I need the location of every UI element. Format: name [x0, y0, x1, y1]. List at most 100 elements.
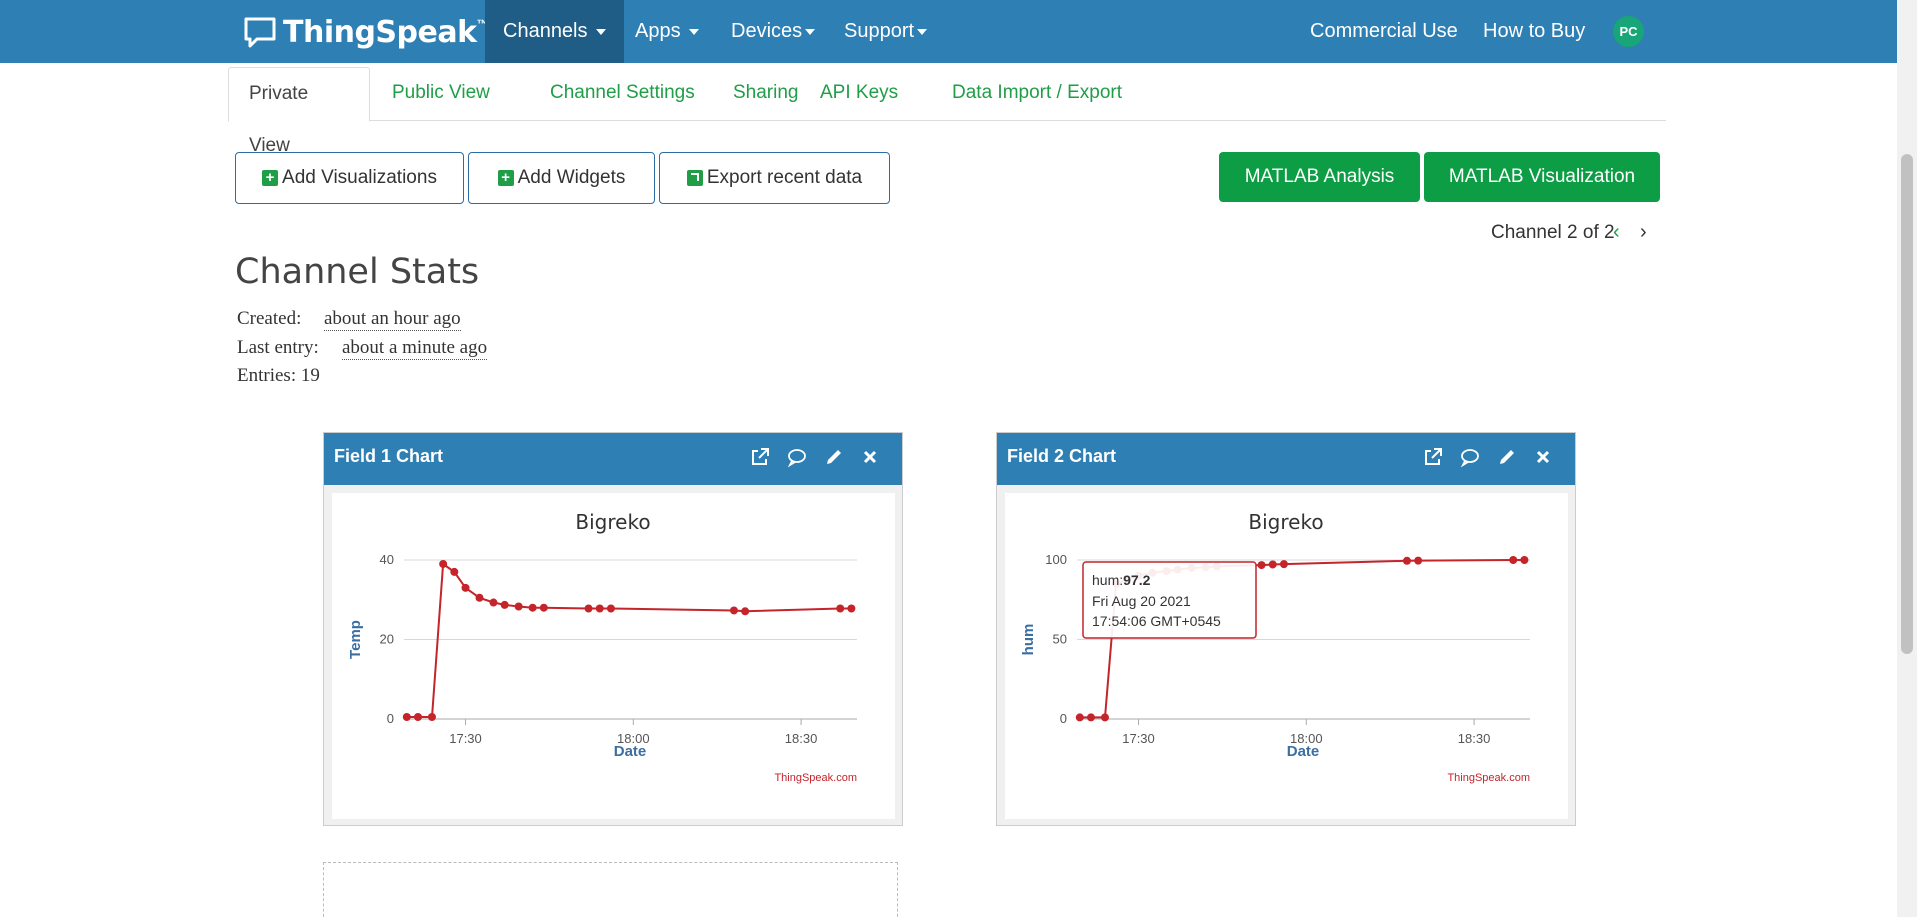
tooltip-series-label: hum:: [1092, 572, 1123, 588]
external-link-icon[interactable]: [1422, 446, 1444, 468]
export-icon: [686, 170, 703, 186]
channel-tabs: Private View Public View Channel Setting…: [228, 63, 1666, 156]
data-point: [1279, 560, 1288, 569]
created-value: about an hour ago: [324, 308, 461, 331]
field-1-chart-widget: Field 1 Chart Bigreko 0 20 40 17:30 18:00 18:3…: [323, 432, 903, 826]
pencil-icon[interactable]: [1496, 446, 1518, 468]
line-chart: Bigreko 0 20 40 17:30 18:00 18:30 Date Temp Thing…: [347, 510, 857, 784]
chart-title: Bigreko: [575, 510, 650, 534]
x-axis-label: Date: [614, 743, 647, 760]
data-point: [500, 600, 509, 609]
widget-title: Field 2 Chart: [1007, 446, 1117, 466]
data-point: [439, 559, 448, 568]
avatar[interactable]: PC: [1613, 16, 1644, 47]
chevron-right-icon[interactable]: ›: [1640, 221, 1647, 243]
data-point: [595, 604, 604, 613]
add-widgets-label: Add Widgets: [517, 167, 626, 188]
data-point: [584, 604, 593, 613]
tab-private-view[interactable]: Private View: [228, 67, 370, 156]
top-navbar: ThingSpeak ™ Channels Apps Devices Suppor…: [0, 0, 1897, 63]
x-tick-label: 18:30: [1458, 731, 1491, 746]
nav-devices-label: Devices: [731, 20, 803, 42]
x-axis-label: Date: [1287, 743, 1320, 760]
data-point: [539, 603, 548, 612]
data-point: [514, 602, 523, 611]
data-point: [1086, 713, 1095, 722]
widget-header: Field 1 Chart: [324, 433, 902, 485]
empty-widget-placeholder: [323, 862, 898, 917]
data-point: [847, 604, 856, 613]
tooltip-box: [1082, 561, 1257, 639]
last-entry-label: Last entry:: [237, 337, 319, 358]
widget-header: Field 2 Chart: [997, 433, 1575, 485]
close-icon[interactable]: [859, 446, 881, 468]
entries-count: Entries: 19: [237, 365, 320, 386]
chevron-down-icon: [689, 28, 700, 35]
x-tick-label: 18:30: [785, 731, 818, 746]
data-point: [729, 606, 738, 615]
data-point: [528, 603, 537, 612]
x-tick-label: 18:00: [617, 731, 650, 746]
tab-data-import-export[interactable]: Data Import / Export: [952, 82, 1123, 103]
x-tick-label: 17:30: [1122, 731, 1155, 746]
data-point: [413, 713, 422, 722]
data-point: [461, 583, 470, 592]
channel-counter: Channel 2 of 2: [1491, 222, 1615, 243]
y-tick-label: 0: [1060, 711, 1067, 726]
pencil-icon[interactable]: [823, 446, 845, 468]
plus-icon: +: [262, 170, 279, 186]
comment-icon[interactable]: [786, 446, 808, 468]
tab-sharing[interactable]: Sharing: [733, 82, 799, 103]
x-tick-label: 18:00: [1290, 731, 1323, 746]
series-line: [406, 562, 852, 718]
scrollbar-thumb[interactable]: [1901, 154, 1913, 654]
external-link-icon[interactable]: [749, 446, 771, 468]
data-point: [450, 567, 459, 576]
data-point: [1520, 556, 1529, 564]
data-point: [402, 713, 411, 722]
export-recent-data-button[interactable]: Export recent data: [659, 152, 890, 204]
nav-devices[interactable]: Devices: [713, 0, 833, 63]
data-point: [606, 604, 615, 613]
matlab-visualization-button[interactable]: MATLAB Visualization: [1424, 152, 1660, 202]
chevron-left-icon[interactable]: ‹: [1613, 221, 1620, 243]
y-tick-label: 40: [380, 552, 394, 567]
data-point: [475, 593, 484, 602]
brand-name: ThingSpeak: [283, 14, 477, 50]
comment-icon[interactable]: [1459, 446, 1481, 468]
chart-credit: ThingSpeak.com: [1447, 772, 1530, 784]
tooltip-value: 97.2: [1123, 572, 1150, 588]
tooltip-time: 17:54:06 GMT+0545: [1092, 613, 1221, 629]
tooltip-series: hum:97.2: [1092, 572, 1151, 588]
chart-container: Bigreko 0 50 100 17:30 18:00 18:30 Date hum Thing…: [1005, 493, 1568, 819]
data-point: [489, 598, 498, 607]
chevron-down-icon: [917, 28, 928, 35]
nav-apps-label: Apps: [635, 20, 681, 42]
nav-support[interactable]: Support: [826, 0, 945, 63]
add-visualizations-button[interactable]: + Add Visualizations: [235, 152, 464, 204]
y-axis-label: hum: [1020, 624, 1037, 656]
page-scrollbar[interactable]: [1897, 0, 1917, 917]
created-label: Created:: [237, 308, 302, 329]
x-tick-label: 17:30: [449, 731, 482, 746]
tab-channel-settings[interactable]: Channel Settings: [550, 82, 695, 103]
add-visualizations-label: Add Visualizations: [282, 167, 437, 188]
nav-how-to-buy[interactable]: How to Buy: [1483, 20, 1586, 42]
page-title: Channel Stats: [235, 252, 480, 292]
nav-commercial-use[interactable]: Commercial Use: [1310, 20, 1458, 42]
close-icon[interactable]: [1532, 446, 1554, 468]
data-point: [1509, 556, 1518, 564]
nav-apps[interactable]: Apps: [617, 0, 717, 63]
data-point: [1268, 560, 1277, 569]
add-widgets-button[interactable]: + Add Widgets: [468, 152, 655, 204]
matlab-analysis-button[interactable]: MATLAB Analysis: [1219, 152, 1420, 202]
tab-api-keys[interactable]: API Keys: [820, 82, 899, 103]
data-point: [427, 713, 436, 722]
nav-channels[interactable]: Channels: [485, 0, 625, 63]
chevron-down-icon: [596, 28, 607, 35]
tab-public-view[interactable]: Public View: [392, 82, 490, 103]
data-point: [741, 607, 750, 616]
brand-logo[interactable]: ThingSpeak ™: [243, 12, 489, 52]
chart-credit: ThingSpeak.com: [774, 772, 857, 784]
nav-support-label: Support: [844, 20, 915, 42]
